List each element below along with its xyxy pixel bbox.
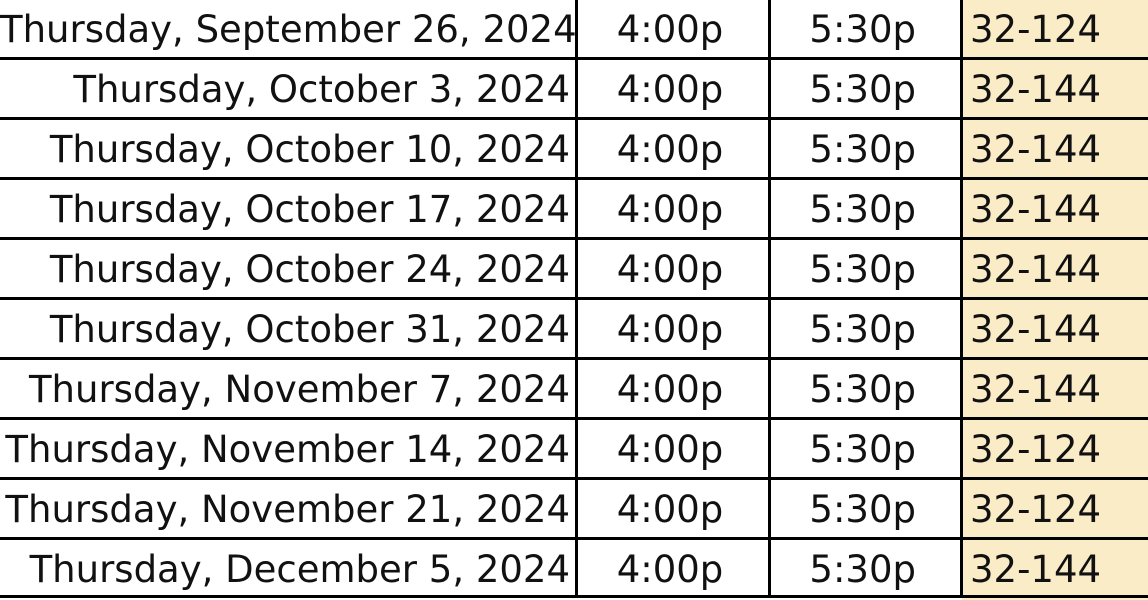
row-divider (0, 297, 1148, 300)
row-divider (0, 477, 1148, 480)
room-cell[interactable]: 32-124 (962, 480, 1148, 540)
table-row: Thursday, October 17, 2024 4:00p 5:30p 32-1… (0, 180, 1148, 240)
row-divider (0, 357, 1148, 360)
table-row: Thursday, October 31, 2024 4:00p 5:30p 32-1… (0, 300, 1148, 360)
table-row: Thursday, September 26, 2024 4:00p 5:30p 32… (0, 0, 1148, 60)
start-time-cell[interactable]: 4:00p (616, 188, 724, 231)
date-cell[interactable]: Thursday, October 31, 2024 (49, 308, 570, 351)
end-time-cell[interactable]: 5:30p (809, 8, 916, 51)
row-divider (0, 237, 1148, 240)
row-divider (0, 177, 1148, 180)
row-divider (0, 595, 1148, 598)
end-time-cell[interactable]: 5:30p (809, 368, 916, 411)
room-cell[interactable]: 32-144 (962, 240, 1148, 300)
room-cell[interactable]: 32-144 (962, 180, 1148, 240)
date-cell[interactable]: Thursday, November 7, 2024 (28, 368, 570, 411)
room-cell[interactable]: 32-144 (962, 60, 1148, 120)
end-time-cell[interactable]: 5:30p (809, 128, 916, 171)
column-divider (575, 0, 578, 598)
date-cell[interactable]: Thursday, October 24, 2024 (49, 248, 570, 291)
table-row: Thursday, November 14, 2024 4:00p 5:30p 32-… (0, 420, 1148, 480)
room-cell[interactable]: 32-144 (962, 360, 1148, 420)
start-time-cell[interactable]: 4:00p (616, 8, 724, 51)
date-cell[interactable]: Thursday, October 3, 2024 (73, 68, 570, 111)
date-cell[interactable]: Thursday, December 5, 2024 (29, 548, 570, 591)
date-cell[interactable]: Thursday, November 21, 2024 (5, 488, 570, 531)
table-row: Thursday, November 21, 2024 4:00p 5:30p 32-… (0, 480, 1148, 540)
start-time-cell[interactable]: 4:00p (616, 128, 724, 171)
column-divider (960, 0, 963, 598)
start-time-cell[interactable]: 4:00p (616, 428, 724, 471)
row-divider (0, 537, 1148, 540)
column-divider (768, 0, 771, 598)
table-row: Thursday, October 10, 2024 4:00p 5:30p 32-1… (0, 120, 1148, 180)
room-cell[interactable]: 32-144 (962, 120, 1148, 180)
start-time-cell[interactable]: 4:00p (616, 548, 724, 591)
end-time-cell[interactable]: 5:30p (809, 428, 916, 471)
start-time-cell[interactable]: 4:00p (616, 248, 724, 291)
row-divider (0, 117, 1148, 120)
room-cell[interactable]: 32-144 (962, 300, 1148, 360)
start-time-cell[interactable]: 4:00p (616, 68, 724, 111)
end-time-cell[interactable]: 5:30p (809, 308, 916, 351)
date-cell[interactable]: Thursday, October 17, 2024 (49, 188, 570, 231)
date-cell[interactable]: Thursday, November 14, 2024 (5, 428, 570, 471)
start-time-cell[interactable]: 4:00p (616, 488, 724, 531)
end-time-cell[interactable]: 5:30p (809, 548, 916, 591)
table-row: Thursday, November 7, 2024 4:00p 5:30p 32-1… (0, 360, 1148, 420)
row-divider (0, 417, 1148, 420)
table-row: Thursday, October 24, 2024 4:00p 5:30p 32-1… (0, 240, 1148, 300)
date-cell[interactable]: Thursday, October 10, 2024 (49, 128, 570, 171)
row-divider (0, 57, 1148, 60)
date-cell[interactable]: Thursday, September 26, 2024 (0, 8, 576, 51)
end-time-cell[interactable]: 5:30p (809, 248, 916, 291)
room-cell[interactable]: 32-124 (962, 0, 1148, 60)
table-row: Thursday, December 5, 2024 4:00p 5:30p 32-1… (0, 540, 1148, 600)
end-time-cell[interactable]: 5:30p (809, 188, 916, 231)
room-cell[interactable]: 32-144 (962, 540, 1148, 600)
room-cell[interactable]: 32-124 (962, 420, 1148, 480)
table-row: Thursday, October 3, 2024 4:00p 5:30p 32-14… (0, 60, 1148, 120)
start-time-cell[interactable]: 4:00p (616, 368, 724, 411)
start-time-cell[interactable]: 4:00p (616, 308, 724, 351)
end-time-cell[interactable]: 5:30p (809, 488, 916, 531)
end-time-cell[interactable]: 5:30p (809, 68, 916, 111)
